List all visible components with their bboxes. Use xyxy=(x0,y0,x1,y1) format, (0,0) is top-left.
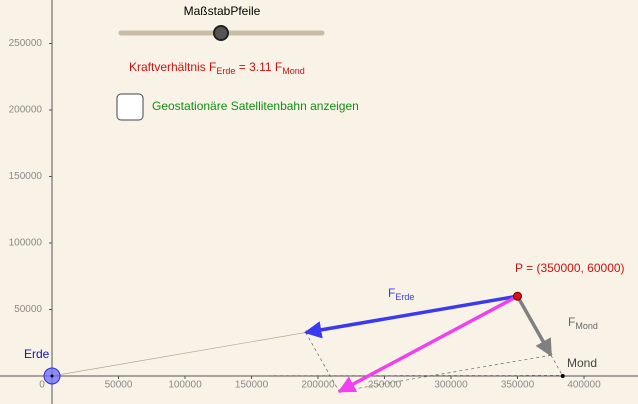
checkbox-label[interactable]: Geostationäre Satellitenbahn anzeigen xyxy=(152,99,359,113)
earth-line xyxy=(51,332,306,377)
point-label: Mond xyxy=(567,356,597,370)
vector-label: FErde xyxy=(388,286,414,302)
x-tick-label: 50000 xyxy=(105,380,133,391)
vector-name: F xyxy=(388,286,395,300)
y-tick-label: 100000 xyxy=(9,238,43,249)
force-moon xyxy=(515,295,553,357)
moon-line xyxy=(51,375,563,377)
x-tick-label: 0 xyxy=(39,380,45,391)
dash xyxy=(305,332,340,392)
ratio-part: Kraftverhältnis F xyxy=(129,60,216,74)
dash xyxy=(550,355,564,377)
slider-label: MaßstabPfeile xyxy=(184,4,261,18)
x-tick-label: 200000 xyxy=(301,380,335,391)
point xyxy=(560,374,565,378)
ratio-sub: Erde xyxy=(216,66,235,76)
x-tick-label: 350000 xyxy=(501,380,535,391)
x-tick-label: 150000 xyxy=(235,380,269,391)
vector-label: FMond xyxy=(568,315,598,331)
x-tick-label: 300000 xyxy=(434,380,468,391)
y-tick-label: 250000 xyxy=(9,38,43,49)
point-label: P = (350000, 60000) xyxy=(515,261,625,275)
vector-sub: Mond xyxy=(575,321,598,331)
force-earth xyxy=(303,294,518,339)
point-center xyxy=(50,374,54,378)
y-tick-label: 50000 xyxy=(14,304,42,315)
x-tick-label: 400000 xyxy=(567,380,601,391)
vector-name: F xyxy=(568,315,575,329)
ratio-part: = 3.11 F xyxy=(235,60,282,74)
ratio-text: Kraftverhältnis FErde = 3.11 FMond xyxy=(129,60,305,76)
checkbox[interactable] xyxy=(116,93,144,121)
point-label: Erde xyxy=(24,347,50,361)
ratio-sub: Mond xyxy=(282,66,305,76)
x-tick-label: 250000 xyxy=(368,380,402,391)
x-tick-label: 100000 xyxy=(168,380,202,391)
slider-knob[interactable] xyxy=(213,25,229,41)
y-tick-label: 150000 xyxy=(9,171,43,182)
point xyxy=(513,291,522,301)
vector-sub: Erde xyxy=(395,292,414,302)
y-tick-label: 200000 xyxy=(9,105,43,116)
force-resultant xyxy=(337,294,519,394)
